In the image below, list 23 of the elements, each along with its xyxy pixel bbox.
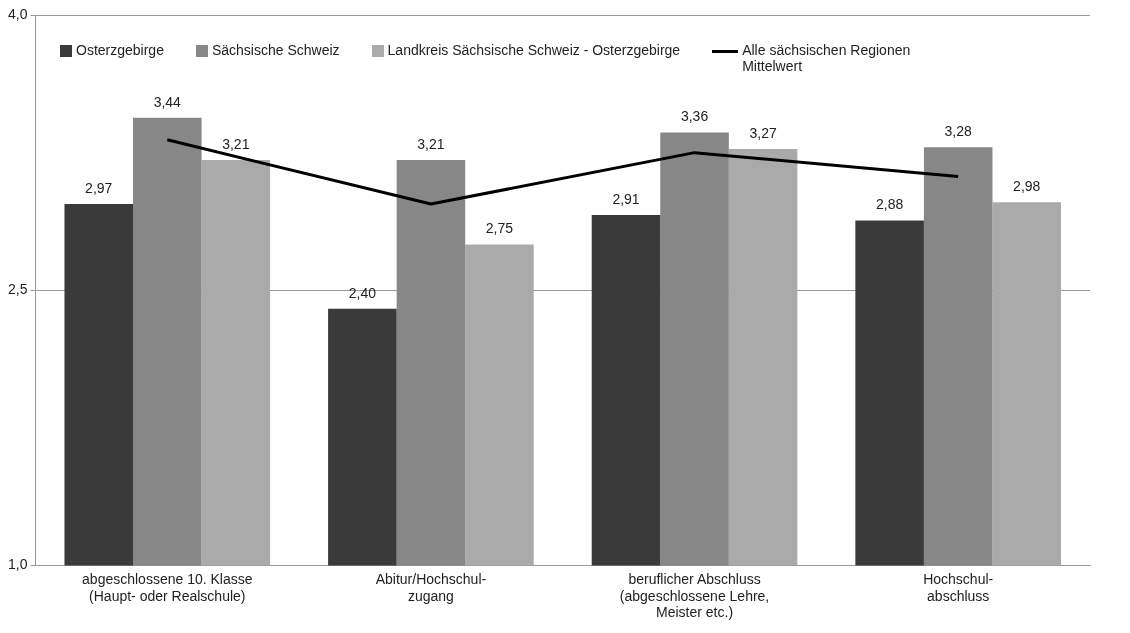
legend-label: Alle sächsischen Regionen Mittelwert [742, 42, 912, 74]
data-label: 3,21 [222, 135, 250, 152]
y-tick-label: 4,0 [7, 5, 28, 22]
data-label: 2,91 [612, 190, 640, 207]
legend-label: Osterzgebirge [76, 42, 164, 58]
data-label: 3,44 [153, 93, 182, 110]
data-label: 2,97 [85, 179, 113, 196]
data-label: 3,36 [680, 108, 709, 125]
y-tick-label: 2,5 [7, 281, 28, 298]
data-label: 2,98 [1013, 178, 1041, 195]
x-tick-label: Abitur/Hochschul- zugang [375, 570, 487, 604]
data-label: 2,88 [876, 196, 904, 213]
data-label: 2,75 [485, 220, 514, 237]
legend-label: Sächsische Schweiz [211, 42, 340, 58]
data-label: 3,28 [944, 123, 973, 139]
data-label: 2,40 [348, 284, 377, 301]
legend-label: Landkreis Sächsische Schweiz - Osterzgebirge [387, 42, 681, 58]
y-tick-label: 1,0 [7, 556, 28, 573]
x-tick-label: abgeschlossene 10. Klasse (Haupt- oder Realschule) [82, 570, 253, 604]
x-tick-label: beruflicher Abschluss (abgeschlossene Lehre, Meister etc.) [619, 570, 770, 621]
x-tick-label: Hochschul- abschluss [923, 570, 994, 604]
data-label: 3,27 [749, 124, 777, 141]
data-label: 3,21 [417, 135, 445, 152]
